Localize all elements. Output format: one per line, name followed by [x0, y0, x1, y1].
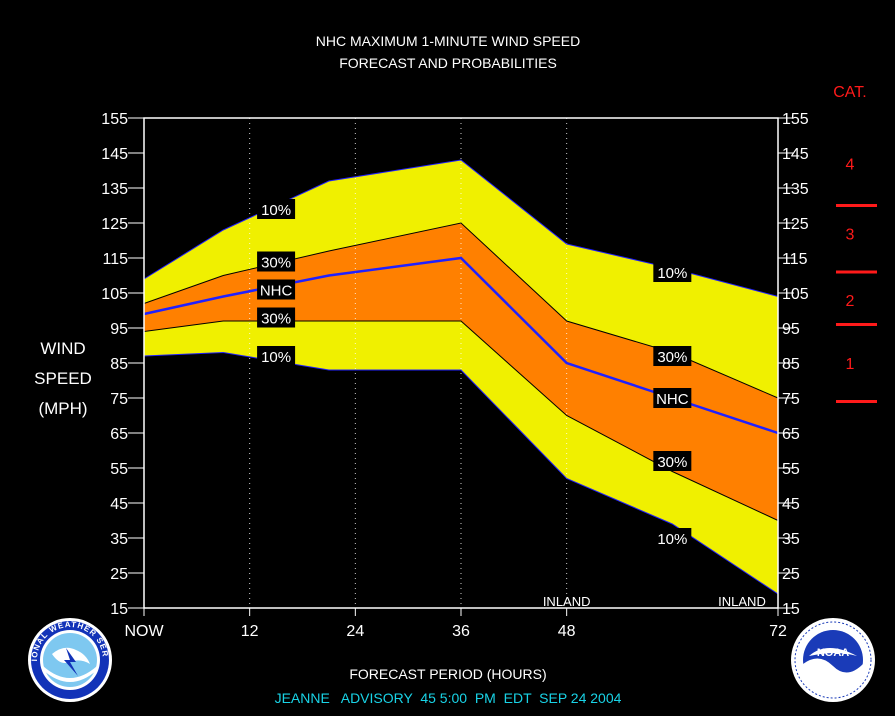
- band-edge-line: [143, 351, 779, 595]
- inland-label: INLAND: [543, 594, 591, 609]
- y-tick-label-right: 105: [782, 286, 809, 303]
- annotation-box: [653, 388, 692, 408]
- annotation-label: 10%: [261, 349, 291, 366]
- y-tick-label-left: 85: [110, 356, 128, 373]
- y-tick-label-left: 145: [101, 146, 128, 163]
- annotation-box: [257, 251, 296, 272]
- inland-label: INLAND: [718, 594, 766, 609]
- chart-title: NHC MAXIMUM 1-MINUTE WIND SPEED: [316, 33, 580, 49]
- x-tick-label: 36: [452, 623, 470, 640]
- y-tick-label-right: 155: [782, 111, 809, 128]
- category-label: 2: [846, 293, 855, 310]
- x-tick-label: 72: [769, 623, 787, 640]
- y-tick-label-right: 75: [782, 391, 800, 408]
- y-axis-label-line1: WIND: [40, 339, 85, 358]
- y-tick-label-right: 95: [782, 321, 800, 338]
- annotation-box: [257, 279, 296, 300]
- annotation-label: 10%: [261, 202, 291, 219]
- annotation-label: 10%: [657, 265, 687, 282]
- noaa-logo: NOAA: [791, 618, 875, 702]
- band-30-percent: [144, 223, 778, 521]
- annotation-label: NHC: [656, 391, 689, 408]
- annotation-box: [653, 528, 692, 548]
- annotation-box: [653, 346, 692, 366]
- category-label: 1: [846, 356, 855, 373]
- y-axis-label-line3: (MPH): [38, 399, 87, 418]
- y-tick-label-right: 55: [782, 461, 800, 478]
- y-axis-label-line2: SPEED: [34, 369, 92, 388]
- annotation-box: [653, 262, 692, 282]
- annotation-box: [257, 346, 296, 366]
- annotation-box: [257, 199, 296, 219]
- y-tick-label-left: 75: [110, 391, 128, 408]
- y-tick-label-left: 25: [110, 566, 128, 583]
- y-tick-label-left: 105: [101, 286, 128, 303]
- y-tick-label-right: 25: [782, 566, 800, 583]
- y-tick-label-right: 135: [782, 181, 809, 198]
- plot-area: 15 15 25 25 35 35 45 45 55 55 65 65 75 75 85 85 95 95 105 1…: [101, 111, 809, 640]
- advisory-line: JEANNE ADVISORY 45 5:00 PM EDT SEP 24 20…: [275, 690, 622, 706]
- x-tick-label: NOW: [124, 623, 164, 640]
- y-tick-label-right: 115: [782, 251, 808, 268]
- y-tick-label-left: 95: [110, 321, 128, 338]
- y-tick-label-left: 35: [110, 531, 128, 548]
- y-tick-label-right: 35: [782, 531, 800, 548]
- x-tick-label: 12: [241, 623, 259, 640]
- annotation-label: 30%: [261, 255, 291, 272]
- category-label: 4: [846, 157, 855, 174]
- y-tick-label-left: 135: [101, 181, 128, 198]
- y-tick-label-right: 65: [782, 426, 800, 443]
- y-tick-label-left: 15: [110, 601, 128, 618]
- y-tick-label-left: 115: [102, 251, 128, 268]
- x-axis-label: FORECAST PERIOD (HOURS): [349, 666, 546, 682]
- annotation-box: [257, 307, 296, 328]
- y-tick-label-left: 155: [101, 111, 128, 128]
- y-tick-label-left: 125: [101, 216, 128, 233]
- chart-subtitle: FORECAST AND PROBABILITIES: [339, 55, 557, 71]
- annotation-label: 10%: [657, 531, 687, 548]
- annotation-label: 30%: [657, 454, 687, 471]
- noaa-logo-text: NOAA: [817, 647, 849, 659]
- y-tick-label-left: 65: [110, 426, 128, 443]
- category-header: CAT.: [833, 84, 866, 101]
- x-tick-label: 48: [558, 623, 576, 640]
- y-tick-label-right: 125: [782, 216, 809, 233]
- y-tick-label-right: 15: [782, 601, 800, 618]
- y-tick-label-right: 145: [782, 146, 809, 163]
- annotation-label: NHC: [260, 283, 293, 300]
- nws-logo: NATIONAL WEATHER SERVICE: [28, 618, 112, 702]
- y-tick-label-left: 55: [110, 461, 128, 478]
- y-tick-label-right: 85: [782, 356, 800, 373]
- annotation-label: 30%: [657, 349, 687, 366]
- annotation-box: [653, 451, 692, 471]
- x-tick-label: 24: [346, 623, 364, 640]
- category-label: 3: [846, 227, 855, 244]
- y-tick-label-left: 45: [110, 496, 128, 513]
- y-tick-label-right: 45: [782, 496, 800, 513]
- band-edge-line: [143, 320, 779, 521]
- annotation-label: 30%: [261, 311, 291, 328]
